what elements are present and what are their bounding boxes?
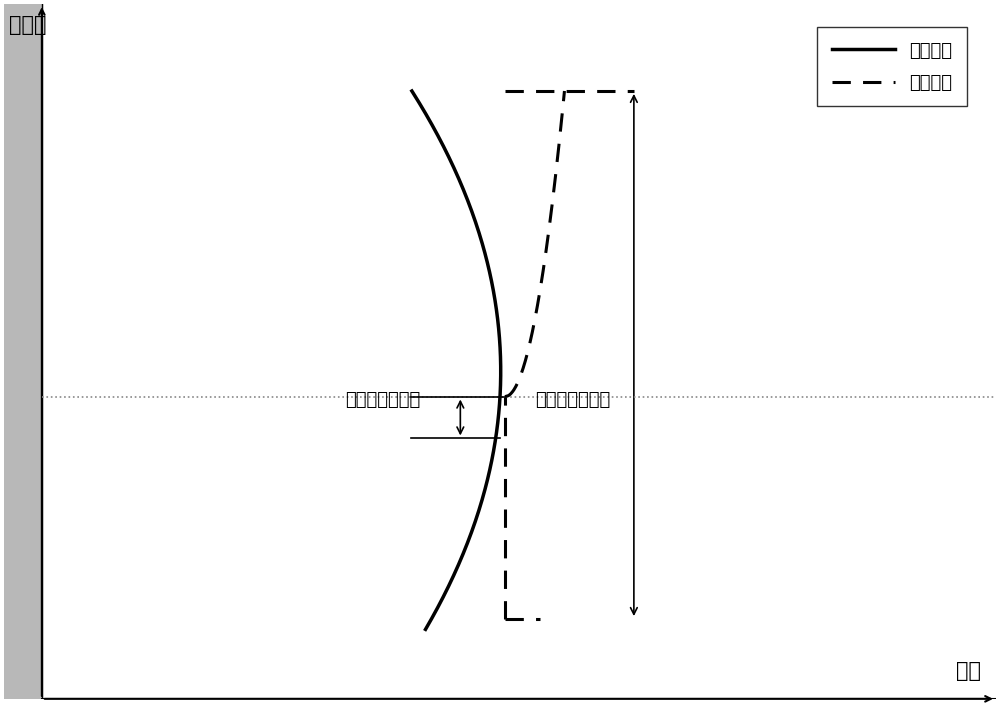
双加热器: [545, 211, 557, 219]
Text: 温度: 温度: [956, 661, 981, 682]
双加热器: [554, 135, 566, 143]
Text: 低温度梯度区域: 低温度梯度区域: [535, 391, 610, 409]
双加热器: [558, 87, 570, 95]
双加热器: [556, 116, 568, 124]
双加热器: [502, 391, 514, 400]
Text: 低温度梯度区域: 低温度梯度区域: [345, 391, 421, 409]
Legend: 单加热器, 双加热器: 单加热器, 双加热器: [817, 27, 967, 106]
双加热器: [499, 393, 511, 401]
Bar: [4, 4, 42, 699]
双加热器: [545, 212, 557, 220]
Text: 加热器: 加热器: [9, 15, 47, 35]
双加热器: [546, 205, 558, 214]
Line: 双加热器: 双加热器: [505, 91, 564, 397]
